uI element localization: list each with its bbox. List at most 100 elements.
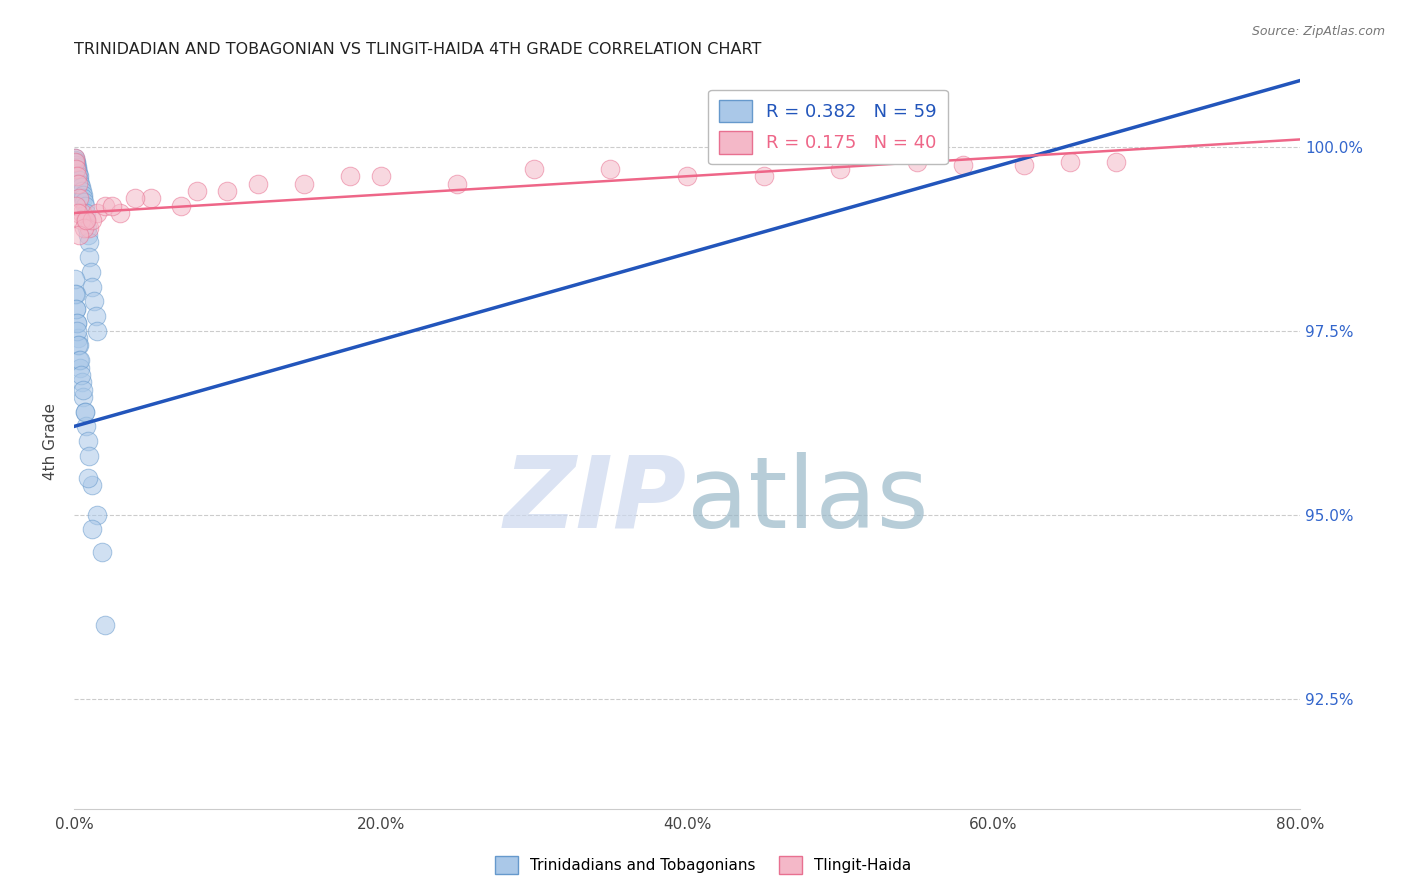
Point <box>65 156 87 170</box>
Point <box>66 165 89 179</box>
Point <box>79 449 101 463</box>
Point <box>246 177 269 191</box>
Point <box>67 169 90 184</box>
Point <box>67 206 90 220</box>
Point <box>65 301 87 316</box>
Point <box>73 220 96 235</box>
Point <box>124 191 146 205</box>
Point <box>75 213 97 227</box>
Point <box>65 287 87 301</box>
Point <box>69 353 91 368</box>
Point <box>1012 158 1035 172</box>
Point <box>67 168 90 182</box>
Point <box>90 544 112 558</box>
Point <box>65 158 87 172</box>
Point <box>830 161 852 176</box>
Point <box>217 184 239 198</box>
Legend: Trinidadians and Tobagonians, Tlingit-Haida: Trinidadians and Tobagonians, Tlingit-Ha… <box>489 850 917 880</box>
Point <box>1059 154 1081 169</box>
Point <box>66 163 89 178</box>
Point <box>292 177 315 191</box>
Point <box>93 618 115 632</box>
Point <box>84 309 107 323</box>
Point <box>82 213 104 227</box>
Point <box>1105 154 1128 169</box>
Point <box>72 383 94 397</box>
Point <box>599 161 621 176</box>
Point <box>75 213 97 227</box>
Point <box>65 287 87 301</box>
Point <box>70 376 93 390</box>
Point <box>186 184 208 198</box>
Point <box>83 294 105 309</box>
Point <box>70 206 93 220</box>
Point <box>952 158 974 172</box>
Point <box>65 301 87 316</box>
Point <box>73 194 96 209</box>
Point <box>69 353 91 368</box>
Point <box>66 331 89 345</box>
Point <box>170 199 193 213</box>
Point <box>82 478 104 492</box>
Text: Source: ZipAtlas.com: Source: ZipAtlas.com <box>1251 25 1385 38</box>
Point <box>66 317 89 331</box>
Text: TRINIDADIAN AND TOBAGONIAN VS TLINGIT-HAIDA 4TH GRADE CORRELATION CHART: TRINIDADIAN AND TOBAGONIAN VS TLINGIT-HA… <box>75 42 762 57</box>
Point <box>63 151 86 165</box>
Point <box>73 213 96 227</box>
Point <box>67 338 90 352</box>
Point <box>65 154 87 169</box>
Point <box>77 235 100 250</box>
Y-axis label: 4th Grade: 4th Grade <box>44 402 58 480</box>
Point <box>69 173 91 187</box>
Point <box>72 390 94 404</box>
Point <box>446 177 468 191</box>
Point <box>70 368 93 382</box>
Point <box>65 154 87 169</box>
Point <box>69 360 91 375</box>
Point <box>339 169 361 184</box>
Point <box>73 405 96 419</box>
Point <box>77 434 100 449</box>
Point <box>66 317 89 331</box>
Point <box>67 228 90 243</box>
Point <box>75 419 97 434</box>
Point <box>676 169 699 184</box>
Point <box>370 169 392 184</box>
Point <box>66 169 89 184</box>
Point <box>65 153 87 167</box>
Point <box>86 324 108 338</box>
Point <box>79 250 101 264</box>
Point <box>905 154 928 169</box>
Point <box>82 523 104 537</box>
Point <box>66 161 89 175</box>
Point <box>523 161 546 176</box>
Point <box>67 338 90 352</box>
Point <box>66 177 89 191</box>
Point <box>139 191 162 205</box>
Legend: R = 0.382   N = 59, R = 0.175   N = 40: R = 0.382 N = 59, R = 0.175 N = 40 <box>709 89 948 164</box>
Point <box>63 151 86 165</box>
Point <box>70 213 93 227</box>
Point <box>70 180 93 194</box>
Point <box>65 161 87 176</box>
Point <box>72 187 94 202</box>
Point <box>86 206 108 220</box>
Point <box>93 199 115 213</box>
Point <box>69 191 91 205</box>
Point <box>73 405 96 419</box>
Text: ZIP: ZIP <box>505 451 688 549</box>
Point <box>65 199 87 213</box>
Point <box>77 228 100 243</box>
Point <box>752 169 775 184</box>
Point <box>76 220 98 235</box>
Point <box>73 199 96 213</box>
Point <box>82 279 104 293</box>
Point <box>66 161 89 176</box>
Point <box>72 191 94 205</box>
Point <box>75 206 97 220</box>
Point <box>108 206 131 220</box>
Point <box>101 199 124 213</box>
Point <box>77 471 100 485</box>
Point <box>70 184 93 198</box>
Point <box>79 220 101 235</box>
